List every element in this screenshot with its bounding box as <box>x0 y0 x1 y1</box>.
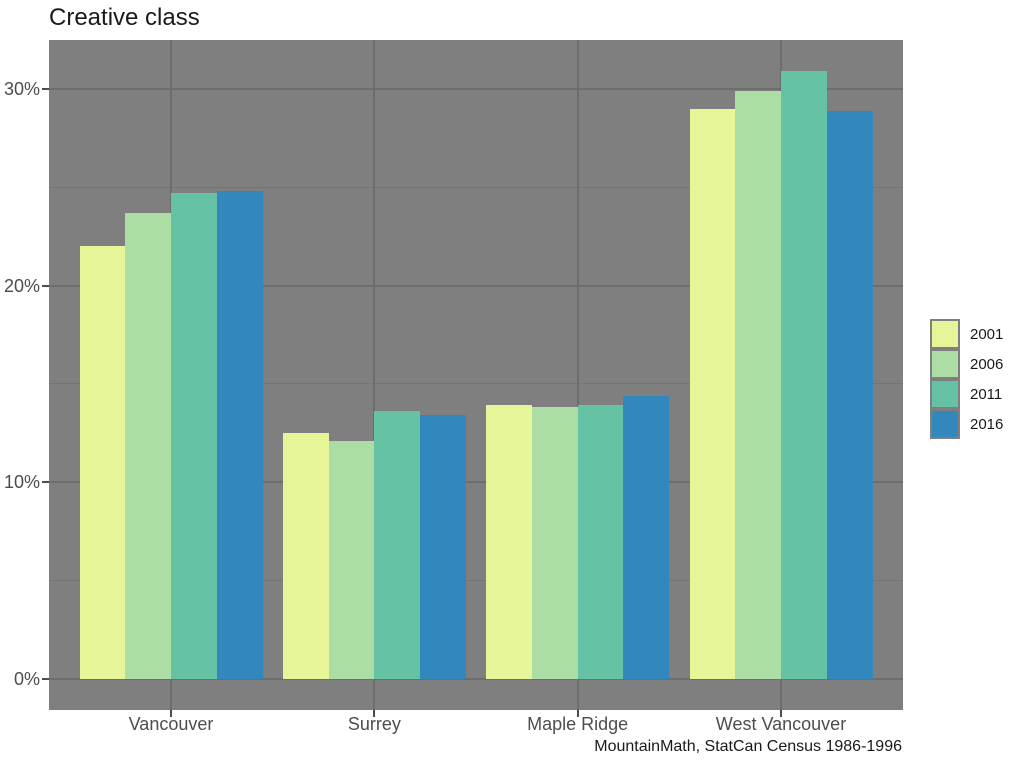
y-tick-label-0pct: 0% <box>13 668 40 689</box>
y-tick-label-30pct: 30% <box>3 79 40 100</box>
legend-item-2006: 2006 <box>930 349 1003 379</box>
legend-label-2016: 2016 <box>970 415 1004 433</box>
bar-west-vancouver-2006 <box>735 91 781 679</box>
x-tick-maple-ridge <box>576 710 579 717</box>
x-tick-surrey <box>373 710 376 717</box>
legend-item-2016: 2016 <box>930 409 1003 439</box>
bar-surrey-2006 <box>328 440 375 679</box>
bar-maple-ridge-2001 <box>486 405 532 679</box>
legend-key-2001 <box>930 319 960 349</box>
plot-panel <box>49 40 903 710</box>
y-tick-0pct <box>42 677 49 680</box>
legend-swatch-2001 <box>932 321 958 347</box>
bar-vancouver-2016 <box>216 191 263 679</box>
bar-surrey-2016 <box>420 415 466 679</box>
bar-vancouver-2001 <box>79 246 126 679</box>
legend-item-2011: 2011 <box>930 379 1003 409</box>
x-tick-label-surrey: Surrey <box>347 714 401 734</box>
x-tick-label-vancouver: Vancouver <box>128 714 214 734</box>
x-tick-label-maple-ridge: Maple Ridge <box>527 714 629 734</box>
legend-label-2011: 2011 <box>970 385 1003 403</box>
bar-surrey-2001 <box>282 432 329 679</box>
gridline-major-10pct <box>49 481 903 484</box>
legend: 2001 2006 2011 2016 <box>930 319 1003 439</box>
legend-item-2001: 2001 <box>930 319 1003 349</box>
y-tick-20pct <box>42 284 49 287</box>
bar-vancouver-2006 <box>125 212 171 679</box>
gridline-vertical-maple-ridge <box>576 40 579 710</box>
legend-key-2011 <box>930 379 960 409</box>
chart-title: Creative class <box>49 4 200 31</box>
y-tick-30pct <box>42 88 49 91</box>
gridline-major-0pct <box>49 677 903 680</box>
legend-label-2001: 2001 <box>970 325 1004 343</box>
bar-west-vancouver-2016 <box>826 110 873 679</box>
legend-swatch-2016 <box>932 411 958 437</box>
legend-key-2006 <box>930 349 960 379</box>
bar-west-vancouver-2001 <box>689 108 736 679</box>
legend-swatch-2006 <box>932 351 958 377</box>
bar-maple-ridge-2006 <box>531 407 578 679</box>
bar-west-vancouver-2011 <box>781 71 827 679</box>
gridline-minor-5pct <box>49 579 903 581</box>
bar-maple-ridge-2011 <box>577 405 624 679</box>
gridline-major-30pct <box>49 88 903 91</box>
x-tick-west-vancouver <box>780 710 782 717</box>
y-tick-10pct <box>42 481 49 484</box>
legend-swatch-2011 <box>932 381 958 407</box>
y-tick-label-10pct: 10% <box>3 472 40 493</box>
gridline-major-20pct <box>49 284 903 287</box>
bar-vancouver-2011 <box>171 193 217 679</box>
legend-key-2016 <box>930 409 960 439</box>
y-tick-label-20pct: 20% <box>3 275 40 296</box>
gridline-minor-15pct <box>49 383 903 385</box>
x-tick-label-west-vancouver: West Vancouver <box>715 714 847 734</box>
x-tick-vancouver <box>170 710 172 717</box>
chart-caption: MountainMath, StatCan Census 1986-1996 <box>594 738 902 755</box>
gridline-vertical-surrey <box>373 40 376 710</box>
gridline-minor-25pct <box>49 186 903 188</box>
legend-label-2006: 2006 <box>970 355 1004 373</box>
bar-maple-ridge-2016 <box>623 395 670 679</box>
bar-surrey-2011 <box>374 411 421 679</box>
